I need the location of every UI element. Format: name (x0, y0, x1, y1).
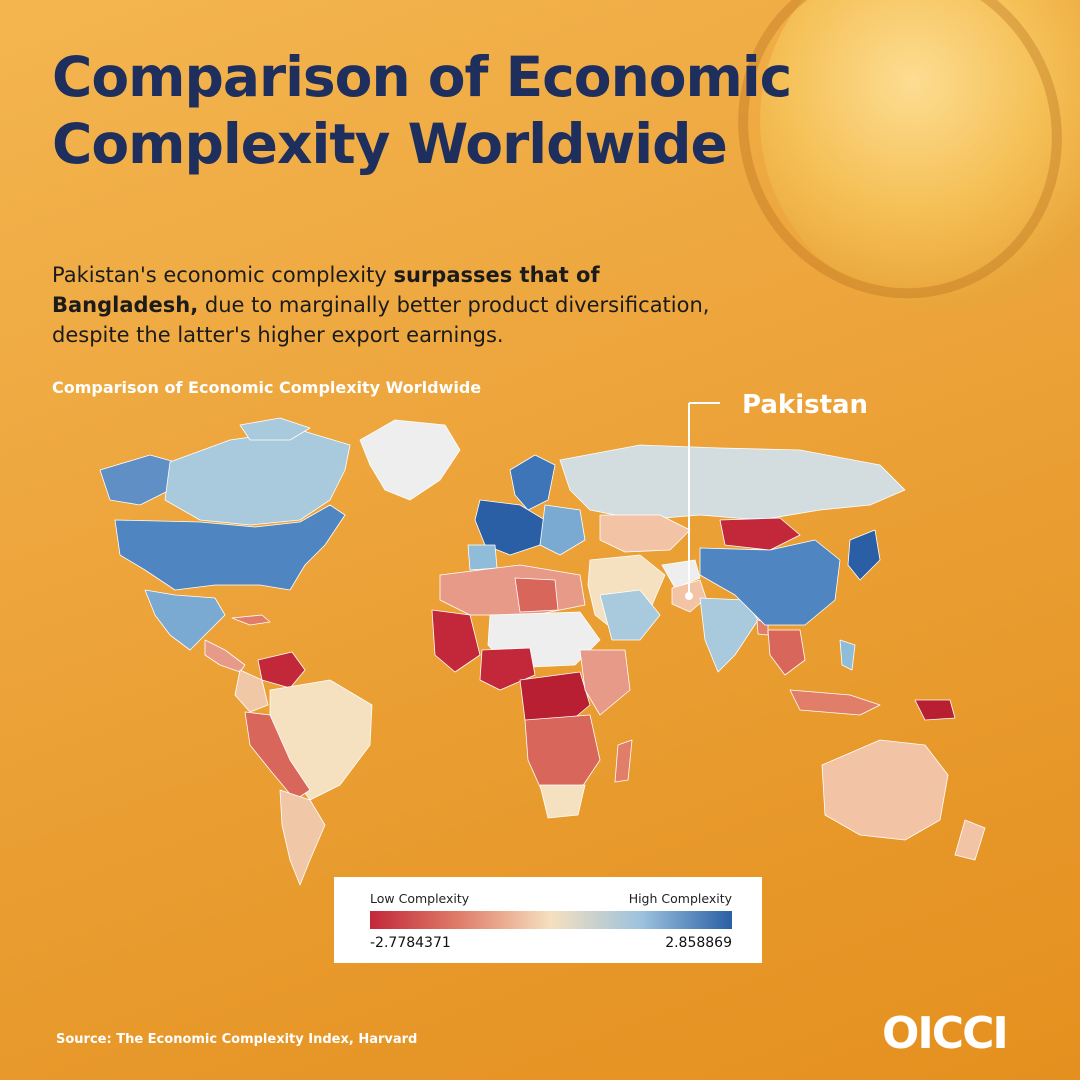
east-africa-region (579, 649, 631, 716)
new-zealand-region (954, 819, 986, 861)
south-africa-region (539, 784, 586, 819)
canada-arctic-region (239, 417, 311, 441)
usa-region (114, 504, 346, 591)
page-title: Comparison of Economic Complexity Worldw… (52, 45, 792, 176)
japan-korea-region (847, 529, 881, 581)
mongolia-region (719, 517, 801, 551)
central-america-region (204, 639, 246, 673)
kazakhstan-region (599, 514, 691, 553)
philippines-region (839, 639, 856, 671)
mexico-region (144, 589, 226, 651)
subtitle-text-2: due to marginally better product diversi… (52, 293, 710, 347)
alaska-region (99, 454, 176, 506)
legend-color-scale (370, 911, 732, 929)
indonesia-region (789, 689, 881, 716)
legend-low-label: Low Complexity (370, 891, 470, 906)
source-note: Source: The Economic Complexity Index, H… (56, 1032, 418, 1047)
peru-bolivia-region (244, 711, 311, 801)
north-africa-region (439, 564, 586, 616)
west-africa-region (431, 609, 481, 673)
subtitle-text-1: Pakistan's economic complexity (52, 263, 394, 287)
map-title: Comparison of Economic Complexity Worldw… (52, 378, 482, 397)
venezuela-region (257, 651, 306, 689)
cuba-region (231, 614, 271, 626)
southeast-asia-region (767, 629, 806, 676)
saudi-arabia-region (599, 589, 661, 641)
oicci-logo: OICCI (882, 1008, 1009, 1059)
eastern-europe-region (539, 504, 586, 556)
pakistan-callout (685, 402, 720, 600)
pakistan-marker (685, 592, 693, 600)
chile-argentina-region (279, 789, 326, 886)
legend-high-label: High Complexity (628, 891, 732, 906)
russia-region (559, 444, 906, 521)
legend-max-value: 2.858869 (665, 935, 732, 951)
map-legend: Low Complexity High Complexity -2.778437… (334, 877, 762, 963)
colombia-region (234, 669, 269, 713)
china-region (699, 539, 841, 626)
iberia-region (467, 544, 498, 571)
libya-region (514, 577, 559, 613)
legend-min-value: -2.7784371 (370, 935, 451, 951)
page-subtitle: Pakistan's economic complexity surpasses… (52, 260, 732, 350)
australia-region (821, 739, 949, 841)
madagascar-region (614, 739, 633, 783)
greenland-region (359, 419, 461, 501)
pakistan-callout-label: Pakistan (742, 390, 869, 420)
scandinavia-region (509, 454, 556, 511)
subtitle-bold-1: surpasses that of Bangladesh, (52, 263, 600, 317)
papua-new-guinea-region (914, 699, 956, 721)
afghanistan-region (661, 559, 701, 589)
western-europe-region (474, 499, 546, 556)
